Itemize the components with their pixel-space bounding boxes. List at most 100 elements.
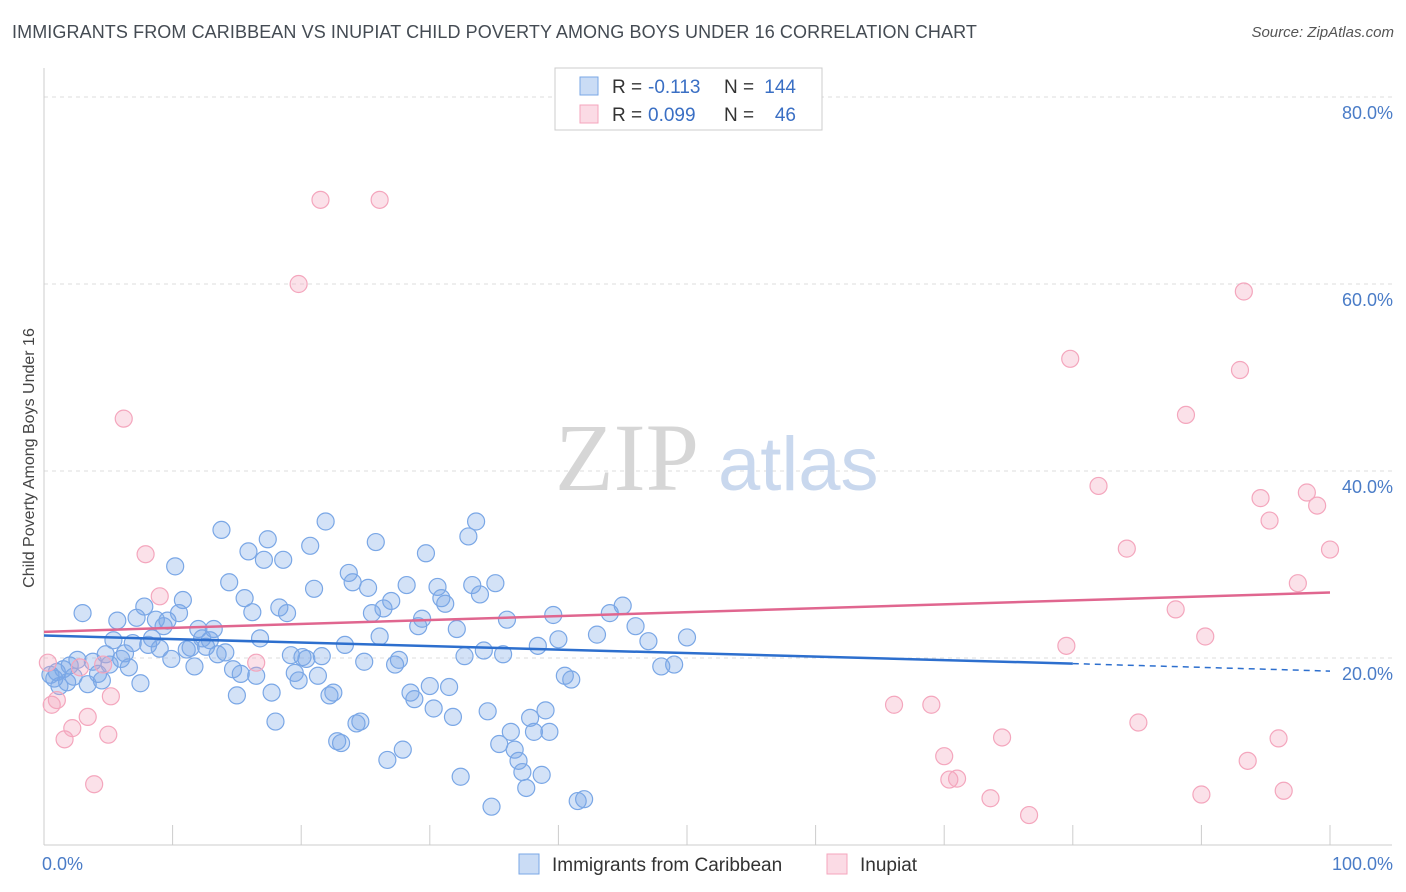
point-series0-46 [220, 573, 239, 592]
point-series1-28 [1089, 476, 1108, 496]
legend-n-label: N = [724, 105, 754, 126]
point-series0-31 [162, 649, 181, 669]
point-series0-55 [254, 550, 274, 569]
point-series1-9 [99, 725, 118, 744]
point-series0-99 [424, 699, 443, 718]
point-series0-98 [420, 676, 439, 696]
point-series0-84 [366, 532, 385, 552]
point-series0-96 [412, 609, 432, 628]
point-series1-20 [935, 747, 954, 766]
point-series0-125 [524, 722, 544, 741]
point-series1-40 [1269, 729, 1288, 748]
point-series0-42 [204, 619, 223, 639]
point-series0-52 [243, 603, 262, 622]
point-series1-45 [1320, 540, 1340, 559]
point-series0-122 [513, 762, 532, 782]
point-series0-131 [549, 630, 568, 649]
source-credit: Source: ZipAtlas.com [1251, 24, 1394, 41]
point-series0-133 [562, 670, 581, 689]
point-series1-11 [114, 409, 133, 428]
point-series0-138 [613, 596, 632, 615]
point-series0-49 [231, 664, 250, 683]
point-series1-17 [370, 190, 389, 209]
y-tick-label: 40.0% [1342, 477, 1393, 497]
point-series1-19 [922, 695, 941, 714]
point-series0-71 [316, 512, 335, 531]
point-series0-129 [540, 722, 559, 741]
watermark: ZIP atlas [555, 404, 879, 511]
bottom-legend-swatch [518, 853, 540, 875]
point-series0-44 [212, 520, 231, 540]
legend-r-label: R = [612, 77, 642, 98]
point-series0-20 [119, 658, 138, 677]
point-series0-102 [436, 594, 455, 613]
grid-lines [44, 96, 1392, 659]
point-series1-18 [884, 695, 904, 714]
point-series0-109 [463, 575, 482, 595]
point-series0-111 [470, 585, 490, 604]
y-axis-label: Child Poverty Among Boys Under 16 [21, 328, 38, 588]
point-series1-22 [947, 769, 967, 788]
point-series0-17 [108, 611, 127, 630]
trend-line-series0 [43, 634, 1073, 665]
bottom-legend-swatch [826, 853, 848, 875]
point-series0-75 [331, 733, 351, 753]
point-series0-120 [505, 740, 524, 759]
point-series0-142 [665, 655, 684, 674]
point-series0-97 [416, 544, 436, 563]
point-series0-91 [393, 740, 412, 759]
point-series0-57 [262, 683, 281, 702]
point-series0-81 [355, 652, 374, 671]
point-series1-25 [1019, 805, 1039, 825]
point-series0-115 [486, 574, 505, 593]
point-series0-70 [312, 647, 331, 666]
point-series0-58 [266, 712, 285, 731]
point-series0-117 [494, 645, 513, 664]
point-series0-53 [247, 666, 266, 685]
point-series0-119 [501, 722, 520, 741]
point-series0-112 [474, 641, 493, 660]
y-tick-label: 80.0% [1342, 103, 1393, 123]
point-series1-24 [992, 728, 1012, 747]
point-series1-30 [1129, 713, 1148, 732]
data-points [38, 190, 1340, 825]
point-series0-23 [131, 674, 150, 693]
point-series1-36 [1234, 282, 1253, 301]
point-series1-42 [1288, 574, 1307, 593]
point-series1-15 [289, 274, 308, 294]
chart-title: IMMIGRANTS FROM CARIBBEAN VS INUPIAT CHI… [12, 22, 977, 42]
point-series1-10 [101, 687, 120, 706]
point-series0-73 [324, 683, 343, 702]
trend-line-series1 [43, 591, 1331, 634]
bottom-legend-label: Inupiat [860, 855, 918, 876]
point-series1-26 [1057, 636, 1076, 655]
point-series0-48 [227, 686, 246, 705]
point-series1-16 [311, 190, 330, 209]
point-series1-44 [1308, 496, 1327, 515]
legend-r-value: -0.113 [648, 77, 700, 98]
x-tick-label-min: 0.0% [42, 854, 83, 874]
y-tick-label: 60.0% [1342, 290, 1393, 310]
point-series0-88 [382, 591, 401, 611]
legend-r-value: 0.099 [648, 105, 696, 126]
point-series1-4 [63, 719, 82, 738]
point-series0-136 [587, 625, 607, 644]
legend-swatch [579, 76, 599, 96]
point-series0-45 [216, 643, 235, 662]
legend: R = -0.113 N = 144 R = 0.099 N = 46 [554, 67, 823, 131]
point-series1-29 [1117, 539, 1136, 558]
point-series0-114 [482, 797, 501, 816]
bottom-legend: Immigrants from Caribbean Inupiat [518, 853, 918, 876]
point-series0-86 [374, 599, 393, 618]
x-tick-label-max: 100.0% [1332, 854, 1393, 874]
point-series0-118 [497, 610, 517, 629]
point-series1-33 [1192, 785, 1211, 804]
point-series1-27 [1061, 349, 1080, 368]
point-series0-92 [397, 575, 416, 595]
point-series0-126 [528, 636, 547, 655]
bottom-legend-label: Immigrants from Caribbean [552, 855, 782, 876]
point-series1-14 [247, 653, 266, 672]
point-series0-13 [92, 671, 111, 690]
point-series0-124 [521, 708, 540, 727]
